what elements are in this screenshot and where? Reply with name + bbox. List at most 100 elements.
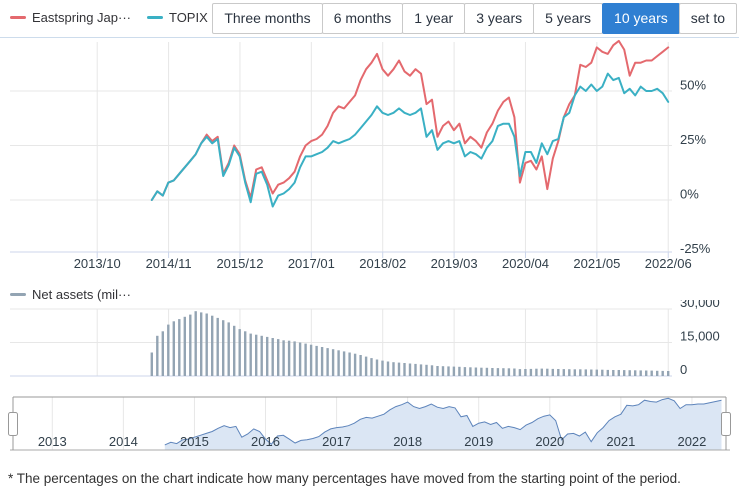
net-assets-bar xyxy=(469,367,472,376)
net-assets-bar xyxy=(364,356,368,376)
net-assets-bar xyxy=(628,370,631,376)
net-assets-bar xyxy=(557,369,560,376)
net-assets-bar xyxy=(150,352,153,376)
y-axis-label: 15,000 xyxy=(680,329,720,344)
net-assets-bar xyxy=(156,335,159,376)
net-assets-bar xyxy=(222,320,225,376)
net-assets-bar xyxy=(392,362,395,376)
net-assets-bar xyxy=(403,363,406,376)
net-assets-bar xyxy=(606,369,609,376)
y-axis-label: 0% xyxy=(680,187,699,202)
header-separator xyxy=(0,37,739,38)
topix-legend-label: TOPIX xyxy=(168,10,208,25)
net-assets-bar xyxy=(326,348,329,376)
main-chart-legend: Eastspring Jap··· TOPIX xyxy=(10,10,208,25)
net-assets-bar xyxy=(546,368,549,376)
nav-year-label: 2014 xyxy=(109,434,138,449)
net-assets-bar xyxy=(584,369,587,376)
range-button-5-years[interactable]: 5 years xyxy=(533,3,604,34)
net-assets-bar xyxy=(617,370,620,376)
net-assets-bar xyxy=(194,311,197,376)
x-axis-label: 2022/06 xyxy=(645,256,692,270)
range-navigator[interactable]: 2013 2014 2015 2016 2017 2018 2019 2020 2021 2022 xyxy=(0,390,739,458)
nav-handle-right[interactable] xyxy=(721,412,731,436)
net-assets-bar xyxy=(320,347,324,376)
net-assets-bar xyxy=(167,324,170,376)
net-assets-bar xyxy=(480,367,483,376)
net-assets-bar xyxy=(337,350,340,376)
nav-area-line xyxy=(164,397,722,446)
nav-year-label: 2019 xyxy=(464,434,493,449)
net-assets-bar xyxy=(408,363,412,376)
nav-handle-left[interactable] xyxy=(8,412,18,436)
net-assets-bar xyxy=(211,315,214,376)
performance-line-chart: 2013/10 2014/11 2015/12 2017/01 2018/02 2019/… xyxy=(10,39,711,270)
fund-line-swatch xyxy=(10,16,26,19)
nav-year-label: 2021 xyxy=(606,434,635,449)
x-axis-label: 2013/10 xyxy=(74,256,121,270)
range-button-set-to[interactable]: set to xyxy=(678,3,737,34)
net-assets-bar xyxy=(255,334,258,376)
net-assets-bar xyxy=(238,329,241,376)
y-axis-label: 25% xyxy=(680,132,706,147)
net-assets-bar xyxy=(227,322,230,376)
range-button-three-months[interactable]: Three months xyxy=(212,3,323,34)
range-button-1-year[interactable]: 1 year xyxy=(402,3,466,34)
net-assets-bar xyxy=(568,369,571,376)
net-assets-bar xyxy=(205,313,208,376)
net-assets-bar xyxy=(200,312,203,376)
net-assets-bar xyxy=(233,325,236,377)
legend-item-net-assets[interactable]: Net assets (mil··· xyxy=(10,287,131,302)
nav-year-label: 2016 xyxy=(251,434,280,449)
net-assets-bar xyxy=(513,368,516,376)
x-axis-label: 2021/05 xyxy=(573,256,620,270)
net-assets-bar-chart: 30,000 15,000 0 xyxy=(10,300,720,377)
net-assets-bar xyxy=(331,349,335,376)
nav-area-fill[interactable] xyxy=(164,398,722,450)
net-assets-bar xyxy=(342,351,346,376)
nav-year-label: 2022 xyxy=(677,434,706,449)
net-assets-bar xyxy=(315,345,318,376)
x-axis-label: 2019/03 xyxy=(431,256,478,270)
net-assets-bar xyxy=(590,369,593,376)
y-axis-label: 50% xyxy=(680,78,706,93)
range-button-10-years[interactable]: 10 years xyxy=(602,3,680,34)
net-assets-bar xyxy=(287,340,291,376)
range-button-6-months[interactable]: 6 months xyxy=(321,3,404,34)
net-assets-bar xyxy=(436,366,439,376)
net-assets-bar xyxy=(266,336,269,376)
net-assets-bar xyxy=(562,369,565,376)
nav-year-label: 2017 xyxy=(322,434,351,449)
net-assets-bar xyxy=(216,317,219,376)
legend-item-fund[interactable]: Eastspring Jap··· xyxy=(10,10,131,25)
range-selector-buttons: Three months 6 months 1 year 3 years 5 years… xyxy=(212,3,737,34)
net-assets-bar xyxy=(161,331,164,376)
x-axis-label: 2020/04 xyxy=(502,256,549,270)
net-assets-bar xyxy=(452,366,456,376)
y-axis-label: 30,000 xyxy=(680,300,720,310)
net-assets-bar xyxy=(551,368,554,376)
net-assets-bar xyxy=(359,355,362,376)
net-assets-bar xyxy=(375,359,379,376)
net-assets-bar xyxy=(524,369,527,376)
y-axis-label: -25% xyxy=(680,241,711,256)
net-assets-bar xyxy=(639,370,642,376)
net-assets-bar xyxy=(667,371,670,376)
net-assets-bar xyxy=(249,333,252,376)
net-assets-bar xyxy=(282,340,285,376)
y-axis-label: 0 xyxy=(680,362,687,377)
footer-note: * The percentages on the chart indicate … xyxy=(8,471,681,486)
legend-item-topix[interactable]: TOPIX xyxy=(146,10,208,25)
net-assets-bar xyxy=(529,368,533,376)
net-assets-bar xyxy=(397,362,401,376)
x-axis-label: 2015/12 xyxy=(216,256,263,270)
net-assets-bar xyxy=(634,370,637,376)
topix-line-swatch xyxy=(146,16,163,19)
net-assets-bar xyxy=(595,369,598,376)
x-axis-label: 2017/01 xyxy=(288,256,335,270)
net-assets-bar xyxy=(650,370,653,376)
range-button-3-years[interactable]: 3 years xyxy=(464,3,535,34)
net-assets-bar xyxy=(260,335,263,376)
net-assets-bar xyxy=(304,343,307,376)
net-assets-bar xyxy=(612,370,615,376)
